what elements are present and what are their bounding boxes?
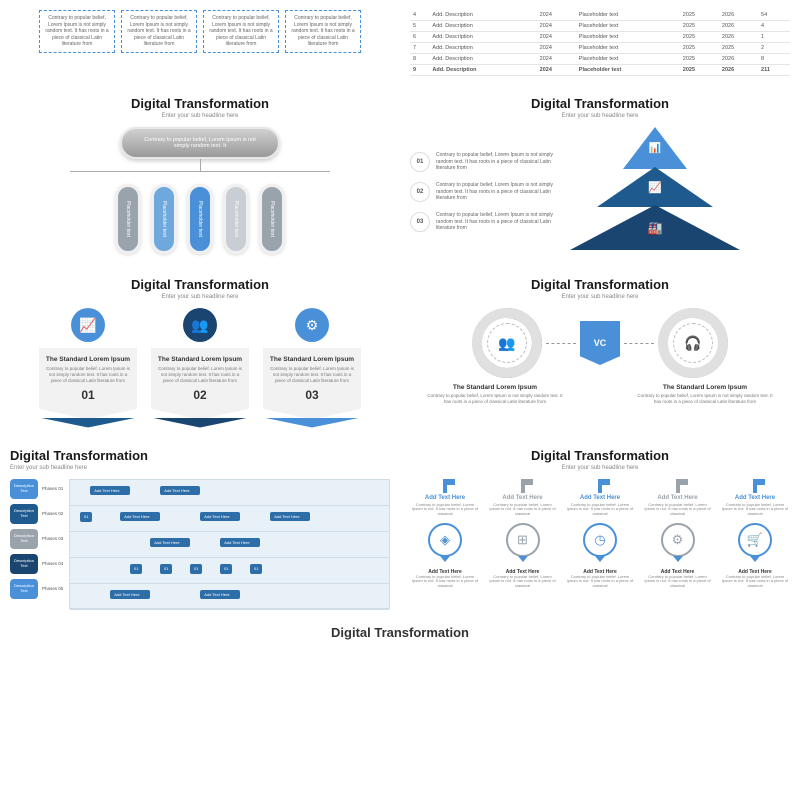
phase-cylinder: Description Text <box>10 504 38 524</box>
org-root-node: Contrary to popular belief, Lorem Ipsum … <box>120 127 280 159</box>
pyramid-graphic: 📊 📈 🏭 <box>580 127 730 257</box>
panel-title: Digital Transformation <box>410 277 790 292</box>
timeline-icon: ◈ <box>428 523 462 557</box>
timeline-panel: Digital Transformation Enter your sub he… <box>404 442 796 615</box>
phase-cylinder: Description Text <box>10 579 38 599</box>
org-child-node: Placeholder text <box>187 184 213 254</box>
flow-node: 01 <box>250 564 262 574</box>
badge-card: 👥The Standard Lorem IpsumContrary to pop… <box>151 308 249 428</box>
timeline-icon: 🛒 <box>738 523 772 557</box>
table-row: 8Add. Description2024Placeholder text202… <box>410 54 790 65</box>
badge-card: 📈The Standard Lorem IpsumContrary to pop… <box>39 308 137 428</box>
donut-right: 🎧 <box>658 308 728 378</box>
panel-title: Digital Transformation <box>10 277 390 292</box>
badge-icon: 📈 <box>71 308 105 342</box>
flow-node: Add Text Here <box>150 538 190 547</box>
panel-sub: Enter your sub headline here <box>10 465 390 471</box>
flow-node: Add Text Here <box>110 590 150 599</box>
info-card: Contrary to popular belief, Lorem Ipsum … <box>121 10 197 53</box>
pyramid-list-item: 03Contrary to popular belief, Lorem Ipsu… <box>410 212 566 232</box>
flow-node: 01 <box>190 564 202 574</box>
data-table: 4Add. Description2024Placeholder text202… <box>410 10 790 76</box>
org-child-node: Placeholder text <box>223 184 249 254</box>
flow-node: Add Text Here <box>220 538 260 547</box>
flow-canvas: Add Text Here Add Text Here 01 Add Text Her… <box>69 479 390 609</box>
panel-sub: Enter your sub headline here <box>410 294 790 300</box>
panel-title: Digital Transformation <box>410 448 790 463</box>
flow-node: 01 <box>80 512 92 522</box>
badge-icon: 👥 <box>183 308 217 342</box>
timeline-icon: ◷ <box>583 523 617 557</box>
table-row: 5Add. Description2024Placeholder text202… <box>410 21 790 32</box>
phase-row: Description TextPhases 04 <box>10 554 63 574</box>
table-row: 4Add. Description2024Placeholder text202… <box>410 10 790 21</box>
panel-sub: Enter your sub headline here <box>10 294 390 300</box>
timeline-icon: ⚙ <box>661 523 695 557</box>
pyramid-list-item: 01Contrary to popular belief, Lorem Ipsu… <box>410 152 566 172</box>
table-row: 7Add. Description2024Placeholder text202… <box>410 43 790 54</box>
timeline-step: Add Text HereContrary to popular belief,… <box>410 479 480 589</box>
flow-node: 01 <box>130 564 142 574</box>
panel-title: Digital Transformation <box>10 96 390 111</box>
vc-panel: Digital Transformation Enter your sub he… <box>404 271 796 434</box>
pyramid-panel: Digital Transformation Enter your sub he… <box>404 90 796 263</box>
table-row: 6Add. Description2024Placeholder text202… <box>410 32 790 43</box>
table-row: 9Add. Description2024Placeholder text202… <box>410 65 790 76</box>
info-card: Contrary to popular belief, Lorem Ipsum … <box>203 10 279 53</box>
badge-icon: ⚙ <box>295 308 329 342</box>
table-panel: 4Add. Description2024Placeholder text202… <box>404 4 796 82</box>
org-child-node: Placeholder text <box>151 184 177 254</box>
phase-cylinder: Description Text <box>10 529 38 549</box>
org-panel: Digital Transformation Enter your sub he… <box>4 90 396 263</box>
phase-cylinder: Description Text <box>10 479 38 499</box>
badge-card: ⚙The Standard Lorem IpsumContrary to pop… <box>263 308 361 428</box>
timeline-step: Add Text HereContrary to popular belief,… <box>565 479 635 589</box>
timeline-step: Add Text HereContrary to popular belief,… <box>720 479 790 589</box>
flow-node: Add Text Here <box>200 512 240 521</box>
flow-node: Add Text Here <box>120 512 160 521</box>
flow-node: Add Text Here <box>270 512 310 521</box>
step-number: 03 <box>410 212 430 232</box>
phase-row: Description TextPhases 01 <box>10 479 63 499</box>
flow-node: 01 <box>220 564 232 574</box>
donut-left: 👥 <box>472 308 542 378</box>
info-card: Contrary to popular belief, Lorem Ipsum … <box>285 10 361 53</box>
pyramid-list-item: 02Contrary to popular belief, Lorem Ipsu… <box>410 182 566 202</box>
step-number: 02 <box>410 182 430 202</box>
timeline-step: Add Text HereContrary to popular belief,… <box>643 479 713 589</box>
timeline-icon: ⊞ <box>506 523 540 557</box>
info-card: Contrary to popular belief, Lorem Ipsum … <box>39 10 115 53</box>
phase-row: Description TextPhases 02 <box>10 504 63 524</box>
badges-panel: Digital Transformation Enter your sub he… <box>4 271 396 434</box>
org-child-node: Placeholder text <box>259 184 285 254</box>
timeline-step: Add Text HereContrary to popular belief,… <box>488 479 558 589</box>
panel-title: Digital Transformation <box>10 448 390 463</box>
people-icon: 👥 <box>487 323 527 363</box>
headset-icon: 🎧 <box>673 323 713 363</box>
flow-node: Add Text Here <box>200 590 240 599</box>
phase-row: Description TextPhases 03 <box>10 529 63 549</box>
phase-cylinder: Description Text <box>10 554 38 574</box>
flow-panel: Digital Transformation Enter your sub he… <box>4 442 396 615</box>
org-child-node: Placeholder text <box>115 184 141 254</box>
panel-sub: Enter your sub headline here <box>410 465 790 471</box>
step-number: 01 <box>410 152 430 172</box>
cards-panel: Contrary to popular belief, Lorem Ipsum … <box>4 4 396 82</box>
footer-title: Digital Transformation <box>0 625 800 640</box>
flow-node: 01 <box>160 564 172 574</box>
panel-sub: Enter your sub headline here <box>10 113 390 119</box>
flow-node: Add Text Here <box>90 486 130 495</box>
flow-node: Add Text Here <box>160 486 200 495</box>
vc-flag: VC <box>580 321 620 365</box>
phase-row: Description TextPhases 05 <box>10 579 63 599</box>
panel-title: Digital Transformation <box>410 96 790 111</box>
panel-sub: Enter your sub headline here <box>410 113 790 119</box>
